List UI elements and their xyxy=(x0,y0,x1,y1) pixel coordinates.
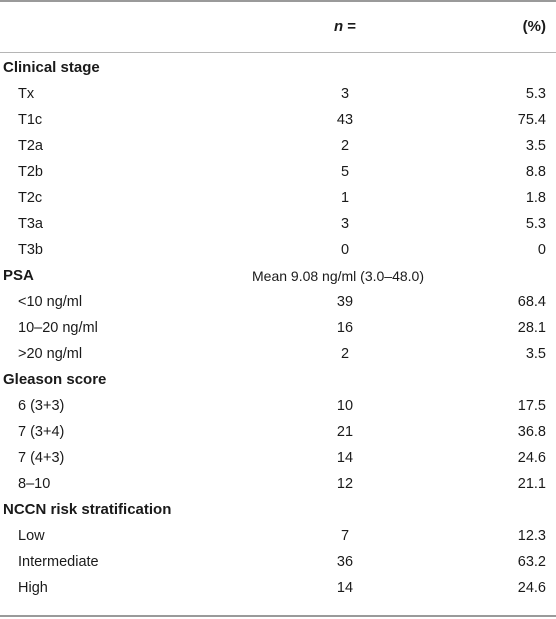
row-label: 8–10 xyxy=(18,476,51,492)
row-count: 1 xyxy=(340,190,350,206)
section-title: Gleason score xyxy=(3,371,107,388)
row-label: T2c xyxy=(18,190,43,206)
table-row: 10–20 ng/ml 16 28.1 xyxy=(0,315,556,341)
table-row: T2a 2 3.5 xyxy=(0,133,556,159)
row-count: 12 xyxy=(336,476,354,492)
top-rule xyxy=(0,0,556,2)
row-percent: 17.5 xyxy=(517,398,546,414)
row-label: <10 ng/ml xyxy=(18,294,83,310)
row-label: 10–20 ng/ml xyxy=(18,320,98,336)
row-label: Tx xyxy=(18,86,35,102)
row-label: T3b xyxy=(18,242,43,258)
row-count: 16 xyxy=(336,320,354,336)
table-row: T1c 43 75.4 xyxy=(0,107,556,133)
section-row: NCCN risk stratification xyxy=(0,497,556,523)
row-percent: 3.5 xyxy=(525,138,546,154)
row-count: 36 xyxy=(336,554,354,570)
table-row: T3a 3 5.3 xyxy=(0,211,556,237)
row-percent: 12.3 xyxy=(517,528,546,544)
table-row: 8–10 12 21.1 xyxy=(0,471,556,497)
row-count: 3 xyxy=(340,216,350,232)
section-row: Gleason score xyxy=(0,367,556,393)
row-percent: 36.8 xyxy=(517,424,546,440)
section-title: PSA xyxy=(3,267,34,284)
row-label: High xyxy=(18,580,48,596)
row-label: T3a xyxy=(18,216,43,232)
header-n-label: n xyxy=(334,17,344,35)
table-row: High 14 24.6 xyxy=(0,575,556,601)
row-percent: 8.8 xyxy=(525,164,546,180)
row-count: 21 xyxy=(336,424,354,440)
row-label: 6 (3+3) xyxy=(18,398,65,414)
section-row: Clinical stage xyxy=(0,55,556,81)
row-count: 14 xyxy=(336,450,354,466)
row-percent: 3.5 xyxy=(525,346,546,362)
row-label: T1c xyxy=(18,112,43,128)
table-row: 7 (4+3) 14 24.6 xyxy=(0,445,556,471)
header-percent: (%) xyxy=(522,17,546,35)
row-percent: 24.6 xyxy=(517,450,546,466)
table-row: Tx 3 5.3 xyxy=(0,81,556,107)
row-percent: 21.1 xyxy=(517,476,546,492)
header-n: n = xyxy=(300,0,390,52)
row-count: 43 xyxy=(336,112,354,128)
row-label: >20 ng/ml xyxy=(18,346,83,362)
row-label: 7 (3+4) xyxy=(18,424,65,440)
row-count: 7 xyxy=(340,528,350,544)
row-percent: 28.1 xyxy=(517,320,546,336)
row-percent: 5.3 xyxy=(525,86,546,102)
section-row: PSA Mean 9.08 ng/ml (3.0–48.0) xyxy=(0,263,556,289)
table-row: <10 ng/ml 39 68.4 xyxy=(0,289,556,315)
row-label: 7 (4+3) xyxy=(18,450,65,466)
row-percent: 75.4 xyxy=(517,112,546,128)
table-row: Intermediate 36 63.2 xyxy=(0,549,556,575)
section-note: Mean 9.08 ng/ml (3.0–48.0) xyxy=(252,268,424,284)
row-count: 5 xyxy=(340,164,350,180)
row-count: 14 xyxy=(336,580,354,596)
table-row: T3b 0 0 xyxy=(0,237,556,263)
row-count: 10 xyxy=(336,398,354,414)
table-row: Low 7 12.3 xyxy=(0,523,556,549)
row-percent: 1.8 xyxy=(525,190,546,206)
row-count: 0 xyxy=(340,242,350,258)
header-n-equals: = xyxy=(347,17,356,35)
table-row: T2c 1 1.8 xyxy=(0,185,556,211)
table-row: 7 (3+4) 21 36.8 xyxy=(0,419,556,445)
row-percent: 24.6 xyxy=(517,580,546,596)
row-count: 3 xyxy=(340,86,350,102)
bottom-rule xyxy=(0,615,556,617)
section-title: NCCN risk stratification xyxy=(3,501,172,518)
row-label: Low xyxy=(18,528,45,544)
header-rule xyxy=(0,52,556,53)
row-label: T2a xyxy=(18,138,43,154)
row-label: Intermediate xyxy=(18,554,99,570)
row-percent: 5.3 xyxy=(525,216,546,232)
row-percent: 68.4 xyxy=(517,294,546,310)
section-title: Clinical stage xyxy=(3,59,100,76)
row-percent: 63.2 xyxy=(517,554,546,570)
row-count: 2 xyxy=(340,346,350,362)
table-row: 6 (3+3) 10 17.5 xyxy=(0,393,556,419)
row-label: T2b xyxy=(18,164,43,180)
table-row: >20 ng/ml 2 3.5 xyxy=(0,341,556,367)
row-count: 39 xyxy=(336,294,354,310)
row-percent: 0 xyxy=(537,242,546,258)
row-count: 2 xyxy=(340,138,350,154)
table-row: T2b 5 8.8 xyxy=(0,159,556,185)
